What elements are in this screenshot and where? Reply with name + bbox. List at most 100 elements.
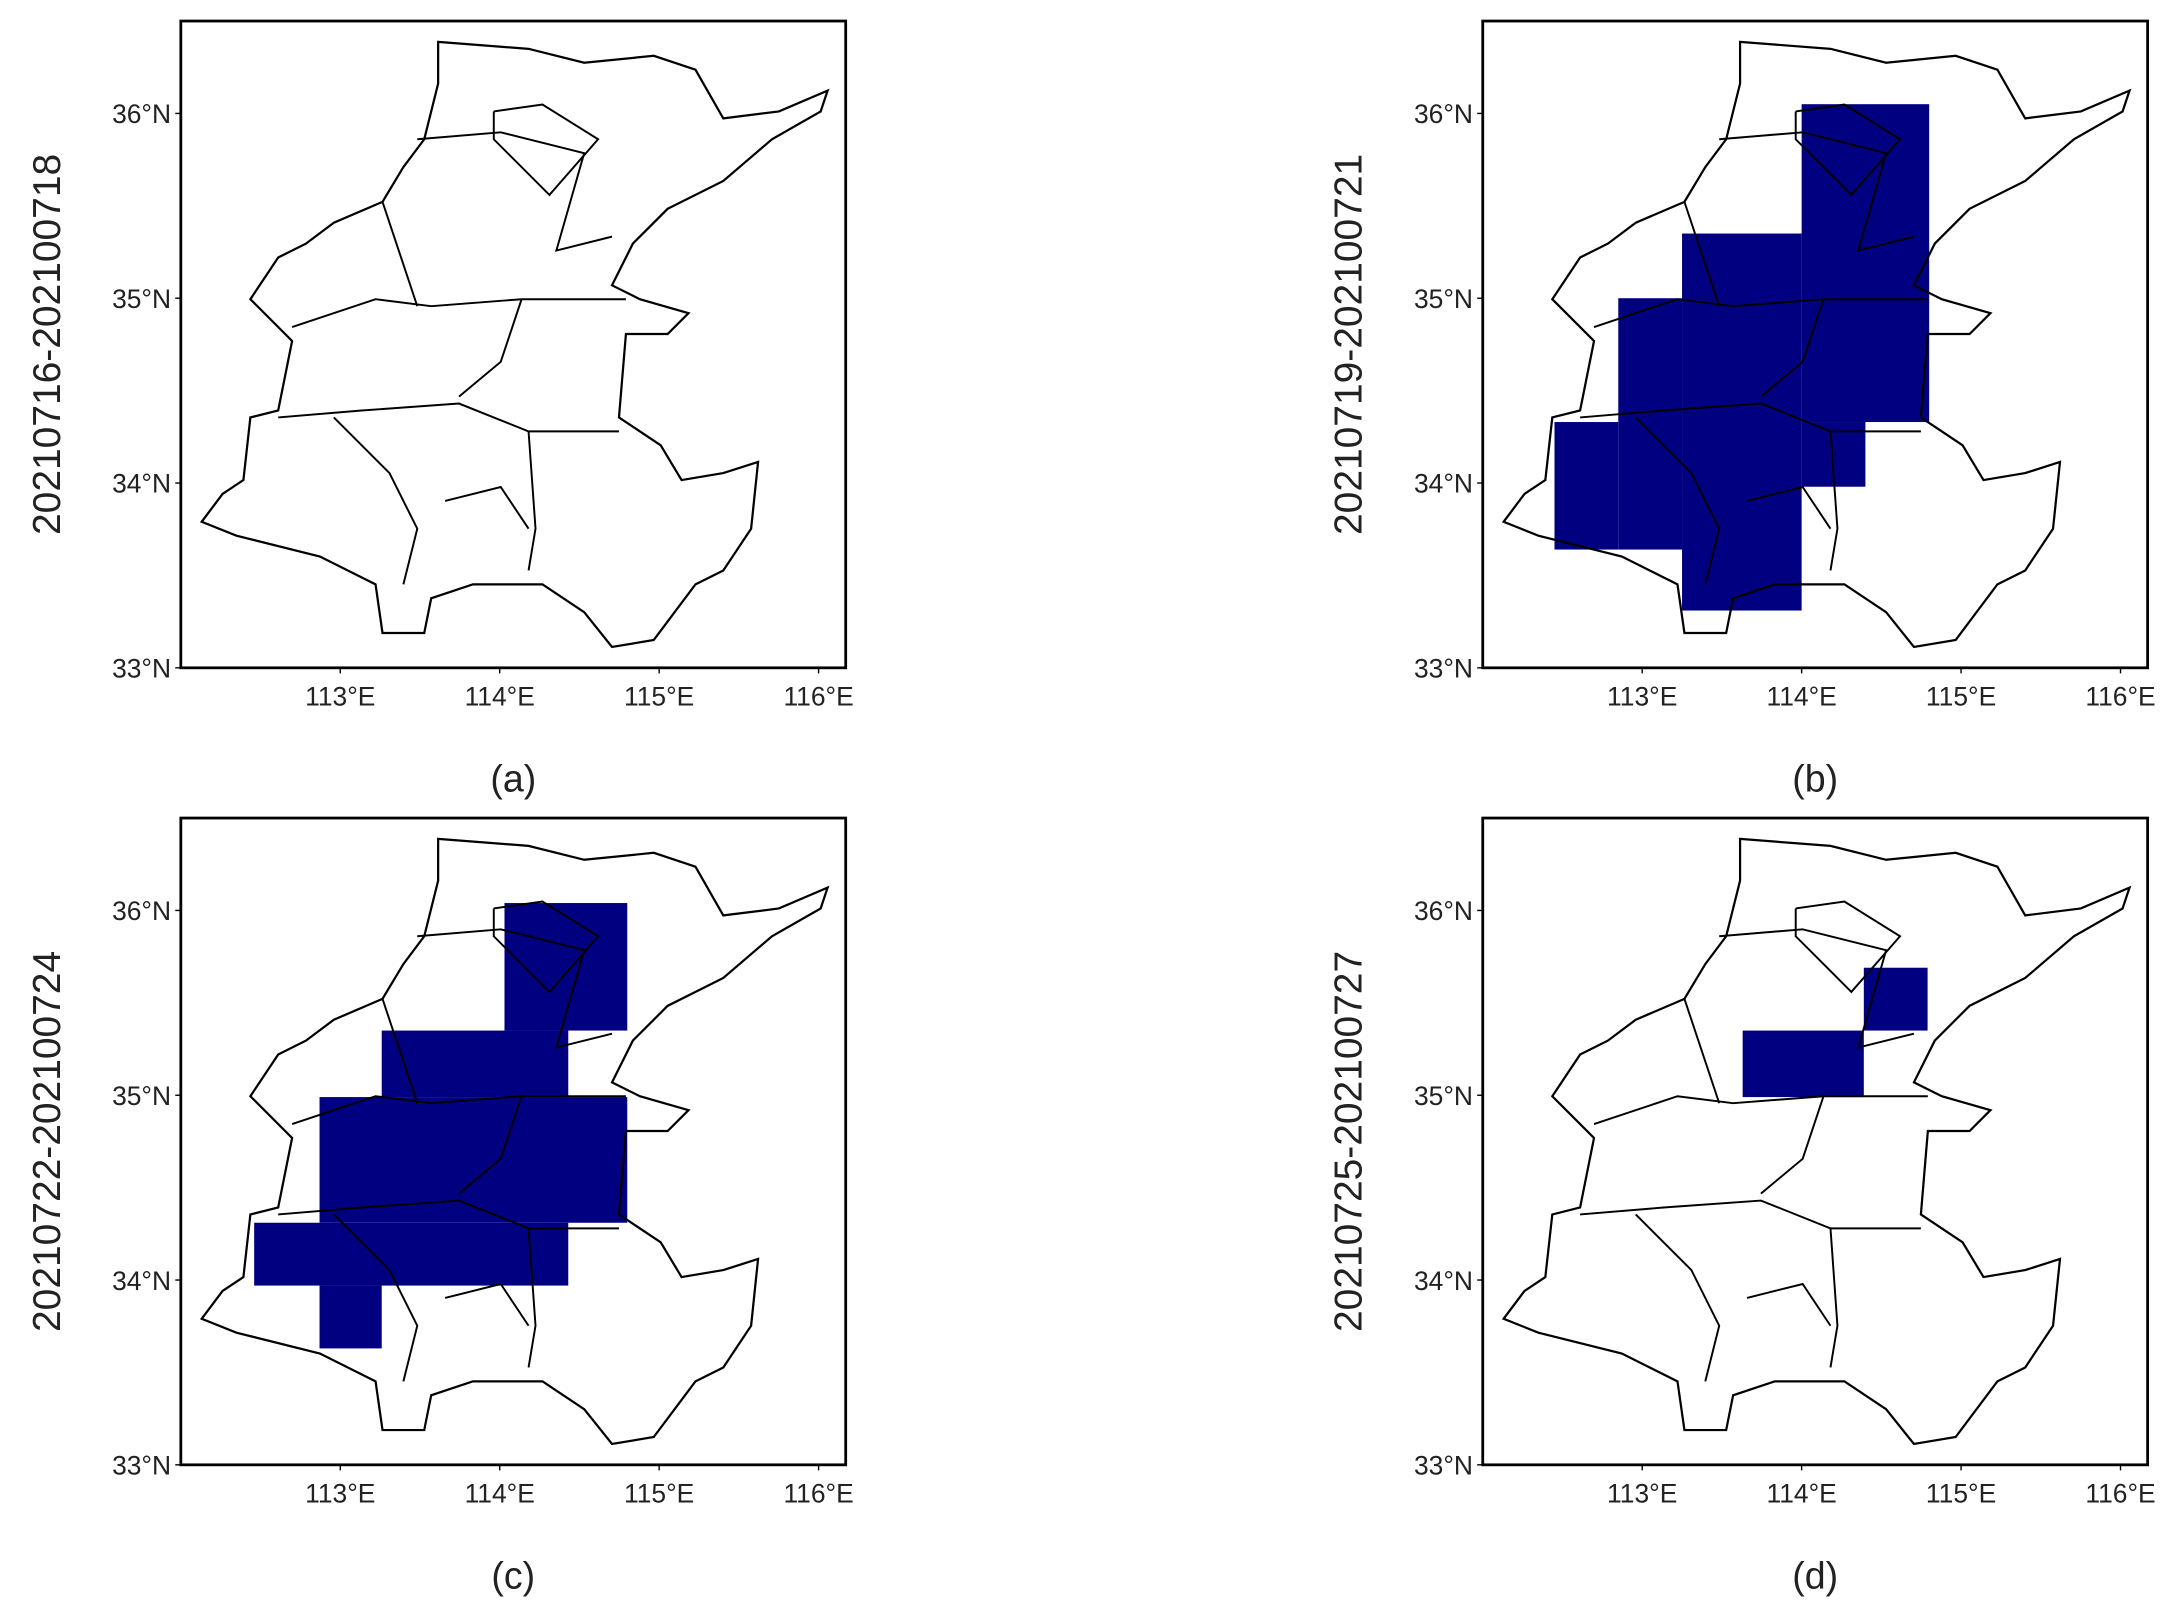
grid-cell <box>1682 233 1802 611</box>
x-tick-label: 116°E <box>783 681 853 711</box>
city-boundary <box>333 416 419 585</box>
city-boundary <box>458 298 523 398</box>
x-tick-label: 114°E <box>465 681 535 711</box>
city-boundary <box>291 1095 626 1125</box>
city-boundary <box>1794 103 1902 197</box>
city-boundary <box>1593 298 1928 328</box>
panel-caption: (a) <box>490 758 536 800</box>
city-boundary <box>444 1282 530 1327</box>
city-boundary <box>1580 1199 1921 1230</box>
city-boundary <box>1719 131 1915 252</box>
city-boundary <box>1683 201 1721 307</box>
frame <box>1481 816 2150 1467</box>
city-boundary <box>381 998 419 1104</box>
city-boundary <box>291 298 626 328</box>
x-tick-label: 115°E <box>1926 681 1996 711</box>
panel-caption: (b) <box>1792 758 1838 800</box>
city-boundary <box>492 900 600 994</box>
city-boundary <box>278 402 619 433</box>
grid-cell <box>319 1097 628 1223</box>
city-boundary <box>1719 928 1915 1049</box>
frame <box>179 19 848 670</box>
y-tick-label: 35°N <box>112 1081 171 1111</box>
x-tick-label: 113°E <box>305 681 375 711</box>
y-tick-label: 34°N <box>112 1266 171 1296</box>
city-boundary <box>1746 485 1832 530</box>
city-boundary <box>1580 402 1921 433</box>
province-outline <box>199 837 830 1446</box>
y-tick-label: 33°N <box>1414 1451 1473 1481</box>
province-outline <box>199 40 830 649</box>
y-tick-label: 34°N <box>1414 469 1473 499</box>
x-tick-label: 116°E <box>2085 681 2155 711</box>
province-outline <box>1501 40 2132 649</box>
city-boundary <box>417 131 613 252</box>
y-tick-label: 36°N <box>1414 896 1473 926</box>
grid-cell <box>1618 298 1683 550</box>
map-panel: 113°E 114°E 115°E 116°E 33°N 34°N 35°N 36°N 2021… <box>26 816 854 1597</box>
x-tick-label: 114°E <box>1766 1478 1836 1508</box>
city-boundary <box>1746 1282 1832 1327</box>
panel-caption: (d) <box>1792 1555 1838 1597</box>
x-tick-label: 115°E <box>624 681 694 711</box>
y-tick-label: 34°N <box>1414 1266 1473 1296</box>
map-panel: 113°E 114°E 115°E 116°E 33°N 34°N 35°N 36°N 2021… <box>1328 816 2156 1597</box>
city-boundary <box>527 1228 537 1368</box>
province-outline <box>1501 837 2132 1446</box>
y-tick-label: 35°N <box>112 284 171 314</box>
y-tick-label: 35°N <box>1414 1081 1473 1111</box>
city-boundary <box>492 103 600 197</box>
x-tick-label: 114°E <box>1766 681 1836 711</box>
city-boundary <box>417 928 613 1049</box>
y-tick-label: 33°N <box>1414 654 1473 684</box>
x-tick-label: 116°E <box>783 1478 853 1508</box>
x-tick-label: 113°E <box>1607 681 1677 711</box>
city-boundary <box>1794 900 1902 994</box>
x-tick-label: 115°E <box>624 1478 694 1508</box>
x-tick-label: 113°E <box>305 1478 375 1508</box>
x-tick-label: 116°E <box>2085 1478 2155 1508</box>
city-boundary <box>333 1213 419 1382</box>
y-axis-title: 20210716-202100718 <box>26 154 69 535</box>
y-axis-title: 20210725-202100727 <box>1328 951 1371 1332</box>
city-boundary <box>1829 1228 1839 1368</box>
grid-cell <box>381 1030 569 1098</box>
city-boundary <box>1760 298 1825 398</box>
grid-cell <box>319 1285 382 1349</box>
x-tick-label: 113°E <box>1607 1478 1677 1508</box>
city-boundary <box>1683 998 1721 1104</box>
frame <box>179 816 848 1467</box>
y-tick-label: 36°N <box>1414 99 1473 129</box>
frame <box>1481 19 2150 670</box>
city-boundary <box>1635 1213 1721 1382</box>
y-tick-label: 34°N <box>112 469 171 499</box>
y-axis-title: 20210719-202100721 <box>1328 154 1371 535</box>
city-boundary <box>1829 431 1839 571</box>
y-tick-label: 33°N <box>112 654 171 684</box>
city-boundary <box>1760 1095 1825 1195</box>
x-tick-label: 114°E <box>465 1478 535 1508</box>
grid-cell <box>1554 422 1619 550</box>
y-tick-label: 36°N <box>112 99 171 129</box>
city-boundary <box>1635 416 1721 585</box>
y-tick-label: 36°N <box>112 896 171 926</box>
panel-caption: (c) <box>491 1555 535 1597</box>
city-boundary <box>1593 1095 1928 1125</box>
y-tick-label: 33°N <box>112 1451 171 1481</box>
map-panel: 113°E 114°E 115°E 116°E 33°N 34°N 35°N 36°N 2021… <box>1328 19 2156 800</box>
grid-cell <box>1742 1030 1864 1098</box>
city-boundary <box>278 1199 619 1230</box>
grid-cell <box>1863 967 1928 1031</box>
city-boundary <box>527 431 537 571</box>
city-boundary <box>444 485 530 530</box>
city-boundary <box>458 1095 523 1195</box>
map-panel: 113°E 114°E 115°E 116°E 33°N 34°N 35°N 36°N 2021… <box>26 19 854 800</box>
grid-cell <box>254 1222 569 1286</box>
x-tick-label: 115°E <box>1926 1478 1996 1508</box>
city-boundary <box>381 201 419 307</box>
y-axis-title: 20210722-202100724 <box>26 951 69 1332</box>
grid-cell <box>1801 104 1930 423</box>
y-tick-label: 35°N <box>1414 284 1473 314</box>
